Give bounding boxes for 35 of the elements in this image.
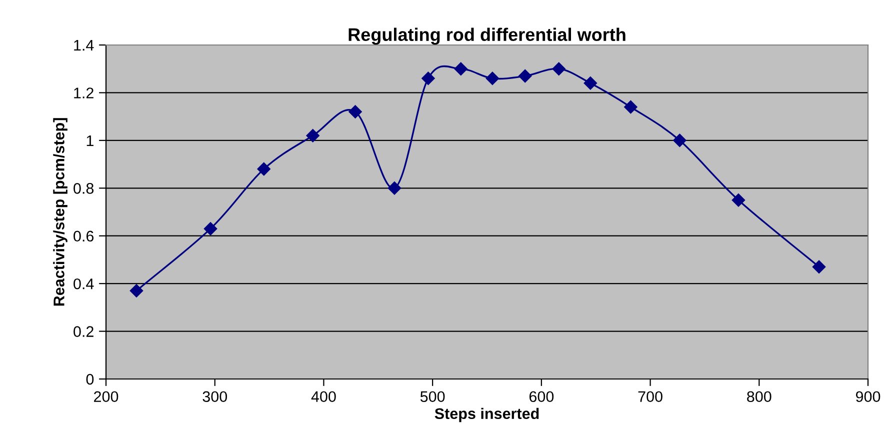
x-tick-label: 700	[638, 391, 662, 402]
y-tick-label: 0.2	[74, 326, 94, 337]
point	[518, 69, 532, 83]
point	[673, 134, 686, 148]
point	[257, 162, 270, 176]
y-tick-label: 0.8	[74, 183, 94, 194]
y-tick-label: 0.4	[74, 278, 94, 290]
point	[486, 72, 500, 85]
point	[584, 76, 597, 90]
y-axis-title: Reactivity/step [pcm/step]	[53, 118, 68, 306]
point	[204, 222, 218, 236]
point	[388, 182, 402, 195]
x-tick-label: 200	[94, 391, 118, 402]
point	[624, 100, 638, 114]
point	[812, 260, 826, 274]
x-tick-label: 300	[202, 391, 228, 402]
point	[130, 284, 144, 298]
y-tick-label: 0.6	[74, 230, 94, 242]
x-tick-label: 500	[420, 391, 445, 402]
y-tick-label: 1.2	[74, 88, 94, 98]
point	[348, 105, 362, 118]
x-axis-title: Steps inserted	[434, 408, 539, 422]
x-tick-label: 400	[311, 391, 336, 402]
x-tick-label: 600	[529, 391, 554, 402]
point	[306, 129, 320, 142]
x-tick-label: 800	[747, 391, 772, 402]
point	[422, 72, 435, 85]
point	[454, 62, 468, 76]
y-tick-label: 0	[86, 374, 94, 385]
chart-title: Regulating rod differential worth	[348, 28, 626, 45]
y-tick-label: 1.4	[74, 40, 94, 51]
point	[552, 62, 566, 76]
point	[732, 193, 746, 207]
x-tick-label: 900	[856, 391, 880, 402]
y-tick-label: 1	[86, 135, 94, 146]
